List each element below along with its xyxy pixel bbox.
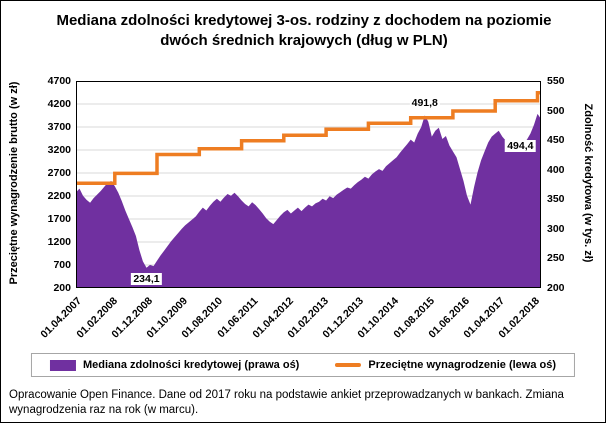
right-axis-tick-label: 350 bbox=[547, 193, 565, 206]
wage-line-swatch-icon bbox=[335, 363, 362, 367]
legend-item-credit: Mediana zdolności kredytowej (prawa oś) bbox=[49, 359, 300, 371]
chart-title: Mediana zdolności kredytowej 3-os. rodzi… bbox=[56, 12, 552, 50]
data-label-annotation: 234,1 bbox=[131, 272, 162, 285]
source-note: Opracowanie Open Finance. Dane od 2017 r… bbox=[9, 389, 564, 416]
right-axis-tick-label: 550 bbox=[547, 75, 565, 87]
left-axis-tick-label: 2700 bbox=[47, 167, 71, 179]
right-axis-tick-label: 400 bbox=[547, 163, 565, 176]
left-axis-tick-label: 3700 bbox=[47, 121, 71, 133]
legend-item-wage: Przeciętne wynagrodzenie (lewa oś) bbox=[335, 359, 556, 371]
data-label-annotation: 491,8 bbox=[409, 97, 440, 110]
left-axis-tick-label: 3200 bbox=[47, 144, 71, 156]
left-axis-tick-label: 4700 bbox=[47, 75, 71, 87]
right-axis-tick-label: 300 bbox=[547, 222, 565, 235]
left-axis-tick-label: 200 bbox=[53, 282, 71, 294]
right-axis-tick-label: 200 bbox=[547, 282, 565, 294]
plot-svg bbox=[76, 80, 541, 289]
credit-area-swatch-icon bbox=[49, 359, 76, 371]
legend: Mediana zdolności kredytowej (prawa oś) … bbox=[30, 353, 576, 377]
right-axis-title: Zdolność kredytowa (w tys. zł) bbox=[582, 103, 594, 263]
credit-capacity-area-series bbox=[76, 113, 541, 289]
left-axis-title: Przeciętne wynagrodzenie brutto (w zł) bbox=[8, 81, 20, 285]
legend-item-wage-label: Przeciętne wynagrodzenie (lewa oś) bbox=[368, 359, 557, 371]
right-axis-tick-label: 450 bbox=[547, 134, 565, 147]
left-axis-tick-label: 2200 bbox=[47, 190, 71, 202]
left-axis-tick-label: 4200 bbox=[47, 98, 71, 110]
left-axis-tick-label: 1700 bbox=[47, 213, 71, 225]
average-wage-step-line-series bbox=[76, 91, 541, 186]
left-axis-tick-label: 700 bbox=[53, 259, 71, 271]
plot-area bbox=[76, 80, 541, 289]
right-axis-tick-label: 500 bbox=[547, 104, 565, 117]
right-axis-tick-label: 250 bbox=[547, 252, 565, 265]
plot-border bbox=[76, 81, 541, 288]
data-label-annotation: 494,4 bbox=[505, 139, 536, 152]
legend-item-credit-label: Mediana zdolności kredytowej (prawa oś) bbox=[82, 359, 300, 371]
left-axis-tick-label: 1200 bbox=[47, 236, 71, 248]
